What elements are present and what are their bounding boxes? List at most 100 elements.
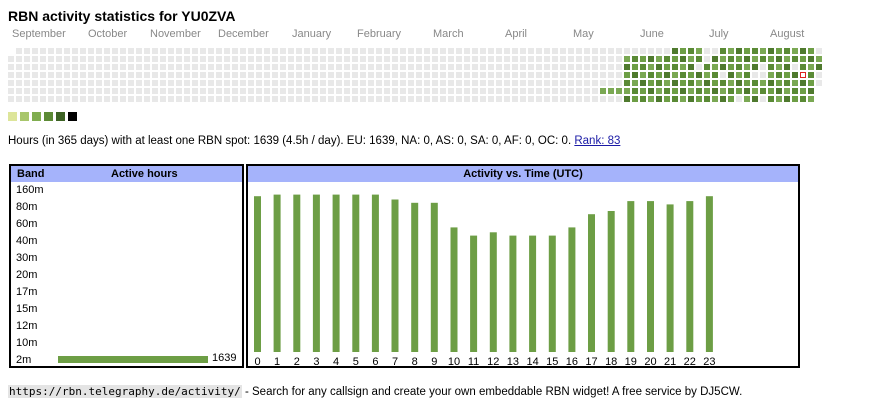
calendar-day-cell (768, 80, 774, 86)
rank-link[interactable]: Rank: 83 (574, 135, 621, 147)
calendar-day-cell (752, 56, 758, 62)
month-label: April (505, 28, 528, 40)
calendar-day-cell (88, 48, 94, 54)
calendar-day-cell (504, 80, 510, 86)
calendar-day-cell (200, 56, 206, 62)
calendar-day-cell (536, 96, 542, 102)
calendar-day-cell (784, 64, 790, 70)
calendar-day-cell (232, 56, 238, 62)
calendar-day-cell (200, 72, 206, 78)
calendar-day-cell (728, 72, 734, 78)
calendar-day-cell (64, 96, 70, 102)
calendar-day-cell (608, 48, 614, 54)
hour-tick-label: 1 (274, 356, 280, 368)
calendar-day-cell (496, 56, 502, 62)
calendar-day-cell (120, 56, 126, 62)
calendar-day-cell (672, 72, 678, 78)
calendar-day-cell (544, 48, 550, 54)
calendar-day-cell (512, 72, 518, 78)
calendar-day-cell (240, 88, 246, 94)
calendar-day-cell (144, 88, 150, 94)
calendar-day-cell (392, 64, 398, 70)
calendar-day-cell (536, 88, 542, 94)
calendar-day-cell (40, 64, 46, 70)
calendar-day-cell (8, 96, 14, 102)
calendar-day-cell (72, 80, 78, 86)
hour-bar (627, 201, 635, 352)
calendar-day-cell (736, 48, 742, 54)
calendar-day-cell (160, 48, 166, 54)
calendar-day-cell (432, 72, 438, 78)
hour-bar (430, 202, 438, 352)
calendar-day-cell (672, 56, 678, 62)
calendar-day-cell (648, 88, 654, 94)
calendar-day-cell (200, 88, 206, 94)
hour-bar (293, 194, 301, 352)
calendar-day-cell (8, 88, 14, 94)
calendar-day-cell (600, 88, 606, 94)
calendar-day-cell (528, 96, 534, 102)
calendar-day-cell (624, 80, 630, 86)
calendar-day-cell (320, 96, 326, 102)
calendar-day-cell (120, 88, 126, 94)
calendar-day-cell (104, 56, 110, 62)
calendar-day-cell (168, 88, 174, 94)
calendar-day-cell (56, 56, 62, 62)
hour-tick-label: 5 (353, 356, 359, 368)
calendar-day-cell (224, 56, 230, 62)
hours-column-header: Active hours (111, 168, 178, 180)
calendar-day-cell (488, 96, 494, 102)
calendar-day-cell (320, 48, 326, 54)
calendar-day-cell (328, 48, 334, 54)
hour-tick-label: 2 (294, 356, 300, 368)
hour-tick-label: 19 (625, 356, 637, 368)
calendar-day-cell (232, 48, 238, 54)
calendar-day-cell (280, 56, 286, 62)
calendar-day-cell (600, 64, 606, 70)
calendar-day-cell (96, 96, 102, 102)
calendar-day-cell (808, 72, 814, 78)
calendar-day-cell (152, 56, 158, 62)
calendar-day-cell (752, 72, 758, 78)
calendar-day-cell (456, 48, 462, 54)
calendar-day-cell (768, 64, 774, 70)
calendar-day-cell (496, 96, 502, 102)
calendar-day-cell (440, 64, 446, 70)
legend-swatch (8, 112, 17, 121)
calendar-day-cell (696, 64, 702, 70)
calendar-day-cell (248, 88, 254, 94)
calendar-day-cell (608, 56, 614, 62)
calendar-day-cell (664, 64, 670, 70)
calendar-day-cell (720, 64, 726, 70)
calendar-day-cell (792, 80, 798, 86)
calendar-day-cell (376, 56, 382, 62)
calendar-day-cell (288, 88, 294, 94)
calendar-day-cell (128, 72, 134, 78)
hour-bar (647, 201, 654, 352)
calendar-day-cell (744, 72, 750, 78)
calendar-day-cell (776, 48, 782, 54)
calendar-day-cell (808, 56, 814, 62)
calendar-day-cell (712, 96, 718, 102)
calendar-day-cell (168, 48, 174, 54)
calendar-day-cell (392, 96, 398, 102)
calendar-day-cell (144, 72, 150, 78)
calendar-day-cell (784, 56, 790, 62)
calendar-day-cell (576, 96, 582, 102)
calendar-day-cell (752, 88, 758, 94)
calendar-day-cell (408, 56, 414, 62)
calendar-day-cell (712, 64, 718, 70)
calendar-day-cell (600, 96, 606, 102)
calendar-day-cell (736, 72, 742, 78)
hour-bar (371, 194, 379, 352)
calendar-day-cell (536, 72, 542, 78)
calendar-day-cell (688, 64, 694, 70)
footer: https://rbn.telegraphy.de/activity/ - Se… (8, 385, 742, 398)
calendar-day-cell (352, 48, 358, 54)
legend-swatch (20, 112, 29, 121)
calendar-day-cell (520, 80, 526, 86)
calendar-day-cell (728, 48, 734, 54)
calendar-day-cell (248, 96, 254, 102)
calendar-day-cell (456, 56, 462, 62)
calendar-day-cell (80, 80, 86, 86)
